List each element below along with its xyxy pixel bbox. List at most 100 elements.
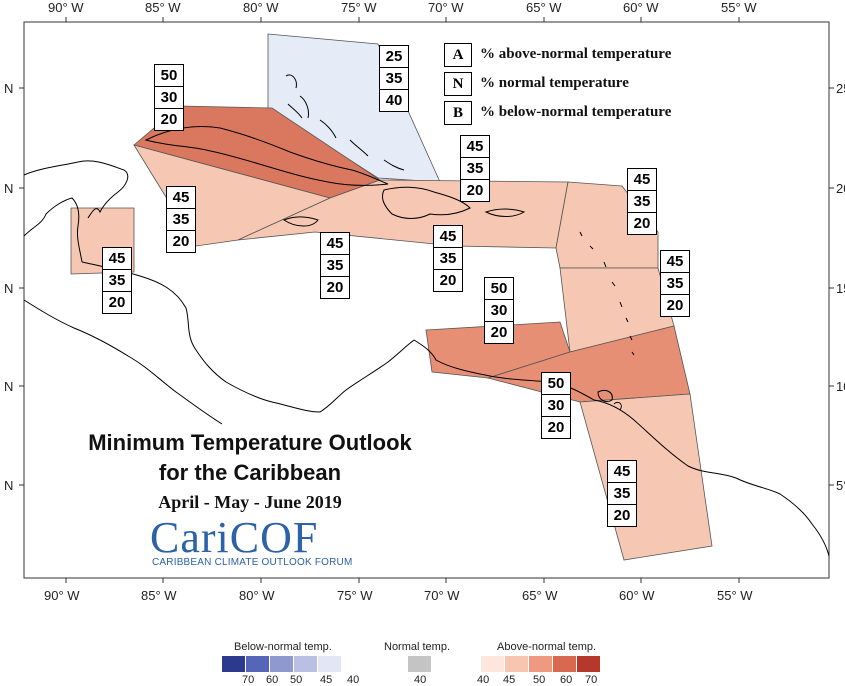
coast-hispaniola (381, 186, 471, 219)
lon-label-top: 80° W (243, 0, 279, 15)
lon-label-bottom: 80° W (239, 588, 275, 603)
legend-swatch-below (270, 656, 293, 672)
lon-label-bottom: 55° W (717, 588, 753, 603)
probability-key: A % above-normal temperature N % normal … (444, 40, 671, 127)
legend-swatch-above (553, 656, 576, 672)
lon-label-bottom: 65° W (522, 588, 558, 603)
lon-label-top: 65° W (526, 0, 562, 15)
coast-cuba (144, 126, 389, 186)
lat-label-right: 10° (836, 379, 845, 394)
lon-label-top: 85° W (145, 0, 181, 15)
legend-swatch-below (222, 656, 245, 672)
prob-above: 45 (167, 187, 195, 209)
legend-swatch-below (318, 656, 341, 672)
prob-normal: 35 (380, 68, 408, 90)
lon-label-bottom: 90° W (44, 588, 80, 603)
prob-box-northern-leewards: 45 35 20 (627, 168, 657, 235)
lat-label-left: N (4, 478, 13, 493)
prob-below: 20 (547, 419, 565, 436)
key-letter: B (444, 100, 472, 125)
prob-normal: 35 (103, 270, 131, 292)
prob-box-jamaica: 45 35 20 (320, 232, 350, 299)
legend-tick: 40 (477, 674, 490, 686)
prob-above: 50 (542, 373, 570, 395)
legend-tick: 45 (503, 674, 516, 686)
lat-label-right: 20° (836, 181, 845, 196)
caricof-logo-subtitle: CARIBBEAN CLIMATE OUTLOOK FORUM (152, 557, 353, 568)
lon-label-top: 70° W (428, 0, 464, 15)
prob-above: 45 (434, 226, 462, 248)
prob-normal: 35 (461, 158, 489, 180)
coast-lesser-antilles (579, 231, 635, 411)
prob-below: 20 (160, 111, 178, 128)
legend-tick: 60 (266, 674, 279, 686)
coast-pacific (23, 299, 223, 425)
prob-above: 50 (155, 65, 183, 87)
prob-normal: 30 (485, 300, 513, 322)
key-letter: A (444, 42, 472, 67)
key-row-below: B % below-normal temperature (444, 98, 671, 127)
lon-label-top: 90° W (48, 0, 84, 15)
map-title: Minimum Temperature Outlook (88, 430, 412, 455)
legend-tick: 60 (560, 674, 573, 686)
coast-central-america (81, 261, 415, 413)
lat-label-left: N (4, 379, 13, 394)
legend-swatch-below (294, 656, 317, 672)
legend-tick: 70 (585, 674, 598, 686)
map-subtitle: for the Caribbean (158, 460, 342, 485)
legend-normal-caption: Normal temp. (384, 641, 451, 653)
prob-below: 20 (439, 272, 457, 289)
prob-box-hispaniola: 45 35 20 (460, 135, 490, 202)
key-text: % below-normal temperature (480, 104, 672, 120)
lat-label-left: N (4, 81, 13, 96)
lon-label-top: 55° W (721, 0, 757, 15)
prob-above: 45 (321, 233, 349, 255)
legend-swatch-normal (408, 656, 431, 672)
prob-box-belize: 45 35 20 (102, 247, 132, 314)
legend-above-caption: Above-normal temp. (497, 641, 597, 653)
lat-label-right: 15° (836, 281, 845, 296)
prob-above: 50 (485, 278, 513, 300)
caribbean-map: 90° W 85° W 80° W 75° W 70° W 65° W 60° … (4, 0, 845, 603)
legend-below-caption: Below-normal temp. (234, 641, 332, 653)
prob-above: 45 (661, 251, 689, 273)
prob-box-bahamas: 25 35 40 (379, 45, 409, 112)
lon-label-bottom: 85° W (141, 588, 177, 603)
lon-label-top: 75° W (341, 0, 377, 15)
prob-box-cayman: 45 35 20 (166, 186, 196, 253)
prob-box-cuba: 50 30 20 (154, 64, 184, 131)
prob-box-puerto-rico: 45 35 20 (433, 225, 463, 292)
forecast-period: April - May - June 2019 (158, 492, 342, 512)
prob-below: 20 (172, 233, 190, 250)
prob-normal: 30 (542, 395, 570, 417)
lat-label-left: N (4, 181, 13, 196)
prob-below: 20 (326, 279, 344, 296)
prob-above: 45 (461, 136, 489, 158)
prob-below: 20 (666, 297, 684, 314)
key-row-above: A % above-normal temperature (444, 40, 671, 69)
prob-normal: 35 (167, 209, 195, 231)
legend-tick: 70 (242, 674, 255, 686)
lat-label-right: 25° (836, 81, 845, 96)
legend-tick: 40 (347, 674, 360, 686)
legend-tick: 40 (414, 674, 427, 686)
lon-label-top: 60° W (623, 0, 659, 15)
legend-tick: 50 (533, 674, 546, 686)
prob-below: 20 (633, 215, 651, 232)
coastlines (23, 74, 830, 557)
legend-swatch-above (529, 656, 552, 672)
prob-box-guianas: 45 35 20 (607, 460, 637, 527)
legend-swatch-above (577, 656, 600, 672)
coast-puerto-rico (484, 208, 526, 217)
prob-below: 20 (490, 324, 508, 341)
key-text: % normal temperature (480, 75, 629, 91)
prob-box-trinidad-tobago: 50 30 20 (541, 372, 571, 439)
key-text: % above-normal temperature (480, 46, 672, 62)
lon-label-bottom: 60° W (619, 588, 655, 603)
legend-tick: 50 (290, 674, 303, 686)
prob-box-windwards: 45 35 20 (660, 250, 690, 317)
prob-normal: 35 (608, 483, 636, 505)
coast-yucatan (23, 197, 83, 263)
graticule (19, 17, 834, 583)
legend-swatch-above (481, 656, 504, 672)
